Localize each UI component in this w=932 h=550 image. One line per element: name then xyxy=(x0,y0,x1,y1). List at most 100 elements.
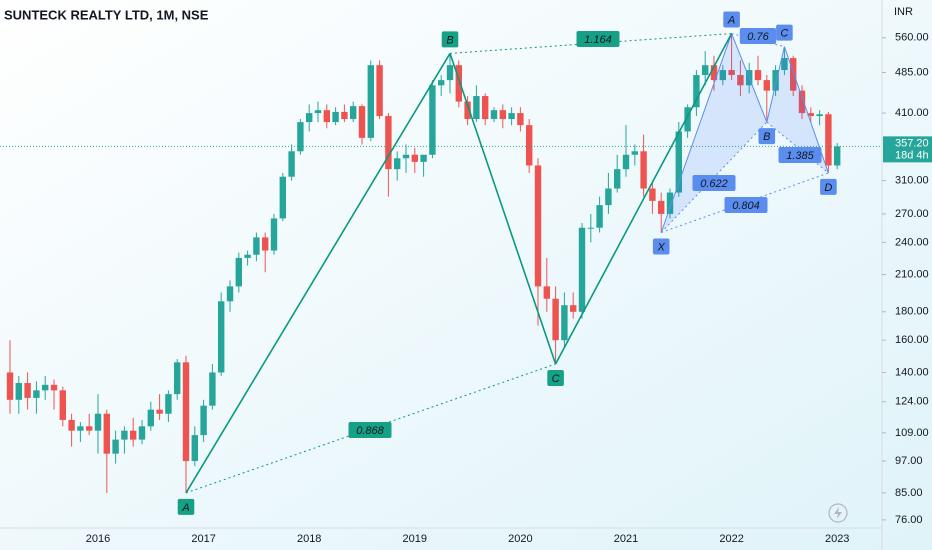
y-tick-label: 560.00 xyxy=(895,32,929,44)
candle-body xyxy=(719,70,726,81)
pattern-ratio-label: 0.622 xyxy=(700,178,728,190)
last-price-label: 357.20 xyxy=(895,137,929,149)
candle-body xyxy=(288,151,295,177)
pattern-ratio-label-box xyxy=(348,422,392,438)
candle-body xyxy=(244,254,251,258)
candle-body xyxy=(596,205,603,228)
icon-bolt xyxy=(834,507,842,519)
y-tick-label: 97.00 xyxy=(895,455,923,467)
candle-body xyxy=(376,65,383,117)
pattern-point-label-box xyxy=(547,369,564,386)
candle-body xyxy=(622,154,630,170)
pattern-ratio-label: 0.868 xyxy=(356,425,384,437)
candle-body xyxy=(358,106,366,138)
pattern-point-label: A xyxy=(727,14,735,26)
candle-body xyxy=(165,394,172,414)
y-tick-label: 160.00 xyxy=(895,334,929,346)
pattern-point-label: C xyxy=(780,28,788,40)
candle-body xyxy=(605,188,612,206)
candle-body xyxy=(306,113,313,123)
candle-body xyxy=(33,390,40,398)
candle-body xyxy=(790,58,797,91)
pattern-ratio-line xyxy=(731,33,785,48)
candle-body xyxy=(15,383,22,400)
candle-body xyxy=(702,65,709,76)
pattern-ratio-line xyxy=(766,121,829,174)
candle-body xyxy=(367,65,374,138)
candle-body xyxy=(429,85,436,155)
y-tick-label: 410.00 xyxy=(895,107,929,119)
pattern-point-label-box xyxy=(652,238,670,255)
candle-body xyxy=(59,390,66,420)
pattern-leg xyxy=(185,52,451,494)
candle-body xyxy=(226,286,234,302)
countdown: 18d 4h xyxy=(895,149,929,161)
candle-body xyxy=(631,151,638,155)
x-tick-label: 2017 xyxy=(191,533,215,545)
pattern-point-label-box xyxy=(441,31,459,48)
x-tick-label: 2023 xyxy=(825,533,849,545)
candle-body xyxy=(499,110,506,120)
candle-body xyxy=(728,70,735,76)
candle-body xyxy=(138,426,146,440)
candle-body xyxy=(323,110,330,123)
candle-body xyxy=(411,154,418,162)
pattern-fill xyxy=(661,33,767,233)
candle-body xyxy=(332,111,339,123)
candle-body xyxy=(570,305,577,312)
candle-body xyxy=(455,65,462,102)
candle-body xyxy=(182,362,190,462)
pattern-point-label: D xyxy=(824,182,832,194)
candle-body xyxy=(156,409,163,414)
candle-body xyxy=(772,70,779,91)
pattern-ratio-label-box xyxy=(778,147,822,163)
candle-body xyxy=(737,75,744,86)
candle-body xyxy=(807,113,814,117)
last-price-box xyxy=(883,136,932,163)
candle-body xyxy=(517,113,524,126)
pattern-ratio-label-box xyxy=(576,31,620,47)
candle-body xyxy=(314,110,322,114)
candle-body xyxy=(526,125,533,166)
candle-body xyxy=(341,111,348,120)
candle-body xyxy=(50,384,58,391)
candle-body xyxy=(130,430,137,440)
candle-body xyxy=(508,113,515,120)
candle-body xyxy=(710,65,718,81)
pattern-point-label-box xyxy=(177,498,195,515)
pattern-leg xyxy=(554,33,733,365)
candle-body xyxy=(103,413,110,454)
candle-body xyxy=(6,372,14,400)
candle-body xyxy=(420,154,427,162)
candle-body xyxy=(235,257,242,287)
candle-body xyxy=(684,107,691,132)
chart-title: SUNTECK REALTY LTD, 1M, NSE xyxy=(4,7,209,22)
candle-body xyxy=(649,188,656,201)
pattern-ratio-label-box xyxy=(739,28,777,44)
pattern-leg xyxy=(449,53,557,365)
candle-body xyxy=(385,116,392,170)
y-tick-label: 485.00 xyxy=(895,66,929,78)
y-tick-label: 124.00 xyxy=(895,396,929,408)
pattern-ratio-label: 1.164 xyxy=(584,34,612,46)
candle-body xyxy=(587,227,594,229)
candle-body xyxy=(640,151,647,189)
candle-body xyxy=(473,96,480,120)
y-tick-label: 310.00 xyxy=(895,174,929,186)
pattern-ratio-label: 0.76 xyxy=(747,31,769,43)
candle-body xyxy=(834,146,841,166)
icon[interactable] xyxy=(828,503,848,523)
candle-body xyxy=(394,158,401,170)
candle-body xyxy=(816,114,823,117)
candle-body xyxy=(86,426,93,431)
pattern-point-label: B xyxy=(763,131,770,143)
candle-body xyxy=(402,154,410,159)
candle-body xyxy=(543,286,550,299)
candle-body xyxy=(614,169,621,189)
pattern-ratio-label: 1.385 xyxy=(786,150,814,162)
candle-body xyxy=(209,372,216,406)
candle-body xyxy=(112,439,119,454)
candle-body xyxy=(798,90,806,114)
